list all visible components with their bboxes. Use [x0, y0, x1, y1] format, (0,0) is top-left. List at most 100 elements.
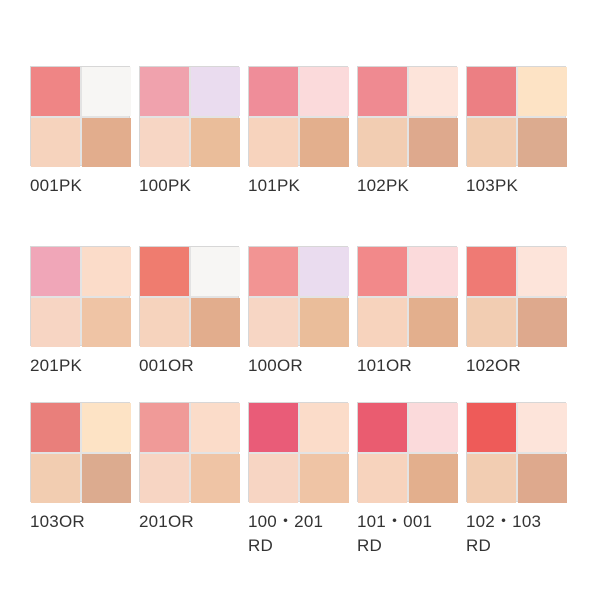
- swatch-bottom-right: [191, 298, 240, 347]
- shade-label: 100・201 RD: [248, 512, 324, 555]
- color-palette: [357, 246, 458, 347]
- swatch-bottom-left: [249, 298, 298, 347]
- swatch-bottom-right: [409, 118, 458, 167]
- shade-label: 102・103 RD: [466, 512, 542, 555]
- swatch-bottom-right: [518, 298, 567, 347]
- swatch-bottom-left: [467, 454, 516, 503]
- swatch-top-left: [140, 67, 189, 116]
- palette-row: 001PK 100PK 101PK: [30, 66, 575, 246]
- swatch-bottom-left: [31, 454, 80, 503]
- palette-item[interactable]: 102・103 RD: [466, 402, 575, 572]
- shade-label: 103OR: [30, 512, 85, 531]
- swatch-bottom-right: [82, 454, 131, 503]
- swatch-top-left: [140, 247, 189, 296]
- color-palette: [466, 66, 567, 167]
- color-palette: [357, 66, 458, 167]
- shade-label: 201OR: [139, 512, 194, 531]
- color-palette: [248, 402, 349, 503]
- palette-item[interactable]: 101OR: [357, 246, 466, 402]
- shade-label: 201PK: [30, 356, 83, 375]
- swatch-top-right: [191, 403, 240, 452]
- swatch-top-right: [191, 67, 240, 116]
- swatch-bottom-right: [82, 118, 131, 167]
- swatch-bottom-right: [518, 454, 567, 503]
- color-palette: [30, 402, 131, 503]
- swatch-top-right: [191, 247, 240, 296]
- swatch-bottom-left: [249, 118, 298, 167]
- color-palette: [466, 402, 567, 503]
- shade-label: 101PK: [248, 176, 301, 195]
- shade-label: 102PK: [357, 176, 410, 195]
- palette-item[interactable]: 201PK: [30, 246, 139, 402]
- shade-label: 001PK: [30, 176, 83, 195]
- palette-item[interactable]: 101・001 RD: [357, 402, 466, 572]
- swatch-bottom-right: [300, 118, 349, 167]
- swatch-bottom-left: [31, 298, 80, 347]
- swatch-top-right: [82, 403, 131, 452]
- swatch-bottom-right: [191, 454, 240, 503]
- shade-label: 103PK: [466, 176, 519, 195]
- swatch-bottom-left: [140, 454, 189, 503]
- color-palette: [30, 66, 131, 167]
- palette-item[interactable]: 100・201 RD: [248, 402, 357, 572]
- color-palette: [466, 246, 567, 347]
- shade-label: 100PK: [139, 176, 192, 195]
- color-palette: [248, 66, 349, 167]
- swatch-top-left: [467, 403, 516, 452]
- color-palette: [139, 246, 240, 347]
- palette-item[interactable]: 102OR: [466, 246, 575, 402]
- color-palette: [248, 246, 349, 347]
- palette-item[interactable]: 001OR: [139, 246, 248, 402]
- swatch-bottom-right: [82, 298, 131, 347]
- swatch-top-right: [300, 67, 349, 116]
- swatch-top-left: [467, 67, 516, 116]
- palette-item[interactable]: 100OR: [248, 246, 357, 402]
- swatch-top-left: [31, 403, 80, 452]
- palette-item[interactable]: 001PK: [30, 66, 139, 246]
- swatch-bottom-right: [409, 454, 458, 503]
- swatch-bottom-right: [409, 298, 458, 347]
- palette-grid: 001PK 100PK 101PK: [30, 66, 575, 572]
- palette-item[interactable]: 101PK: [248, 66, 357, 246]
- swatch-top-left: [31, 247, 80, 296]
- palette-item[interactable]: 103OR: [30, 402, 139, 572]
- shade-label: 101OR: [357, 356, 412, 375]
- swatch-top-right: [300, 247, 349, 296]
- swatch-top-right: [300, 403, 349, 452]
- swatch-top-right: [82, 67, 131, 116]
- color-palette: [139, 66, 240, 167]
- palette-item[interactable]: 103PK: [466, 66, 575, 246]
- palette-item[interactable]: 100PK: [139, 66, 248, 246]
- swatch-bottom-right: [300, 298, 349, 347]
- palette-item[interactable]: 102PK: [357, 66, 466, 246]
- palette-row: 201PK 001OR 100OR: [30, 246, 575, 402]
- swatch-bottom-left: [467, 298, 516, 347]
- swatch-top-right: [409, 403, 458, 452]
- swatch-top-right: [82, 247, 131, 296]
- palette-item[interactable]: 201OR: [139, 402, 248, 572]
- swatch-top-right: [518, 403, 567, 452]
- shade-label: 102OR: [466, 356, 521, 375]
- swatch-bottom-left: [358, 454, 407, 503]
- swatch-bottom-left: [140, 298, 189, 347]
- swatch-bottom-left: [358, 118, 407, 167]
- swatch-top-left: [249, 67, 298, 116]
- swatch-top-left: [358, 403, 407, 452]
- swatch-top-right: [518, 67, 567, 116]
- swatch-top-left: [31, 67, 80, 116]
- shade-label: 001OR: [139, 356, 194, 375]
- swatch-top-left: [358, 67, 407, 116]
- swatch-bottom-right: [191, 118, 240, 167]
- swatch-bottom-left: [140, 118, 189, 167]
- swatch-top-right: [518, 247, 567, 296]
- color-palette: [357, 402, 458, 503]
- swatch-top-left: [467, 247, 516, 296]
- swatch-top-right: [409, 247, 458, 296]
- swatch-top-right: [409, 67, 458, 116]
- shade-label: 101・001 RD: [357, 512, 433, 555]
- swatch-bottom-left: [358, 298, 407, 347]
- swatch-bottom-left: [31, 118, 80, 167]
- swatch-top-left: [140, 403, 189, 452]
- swatch-bottom-right: [300, 454, 349, 503]
- shade-label: 100OR: [248, 356, 303, 375]
